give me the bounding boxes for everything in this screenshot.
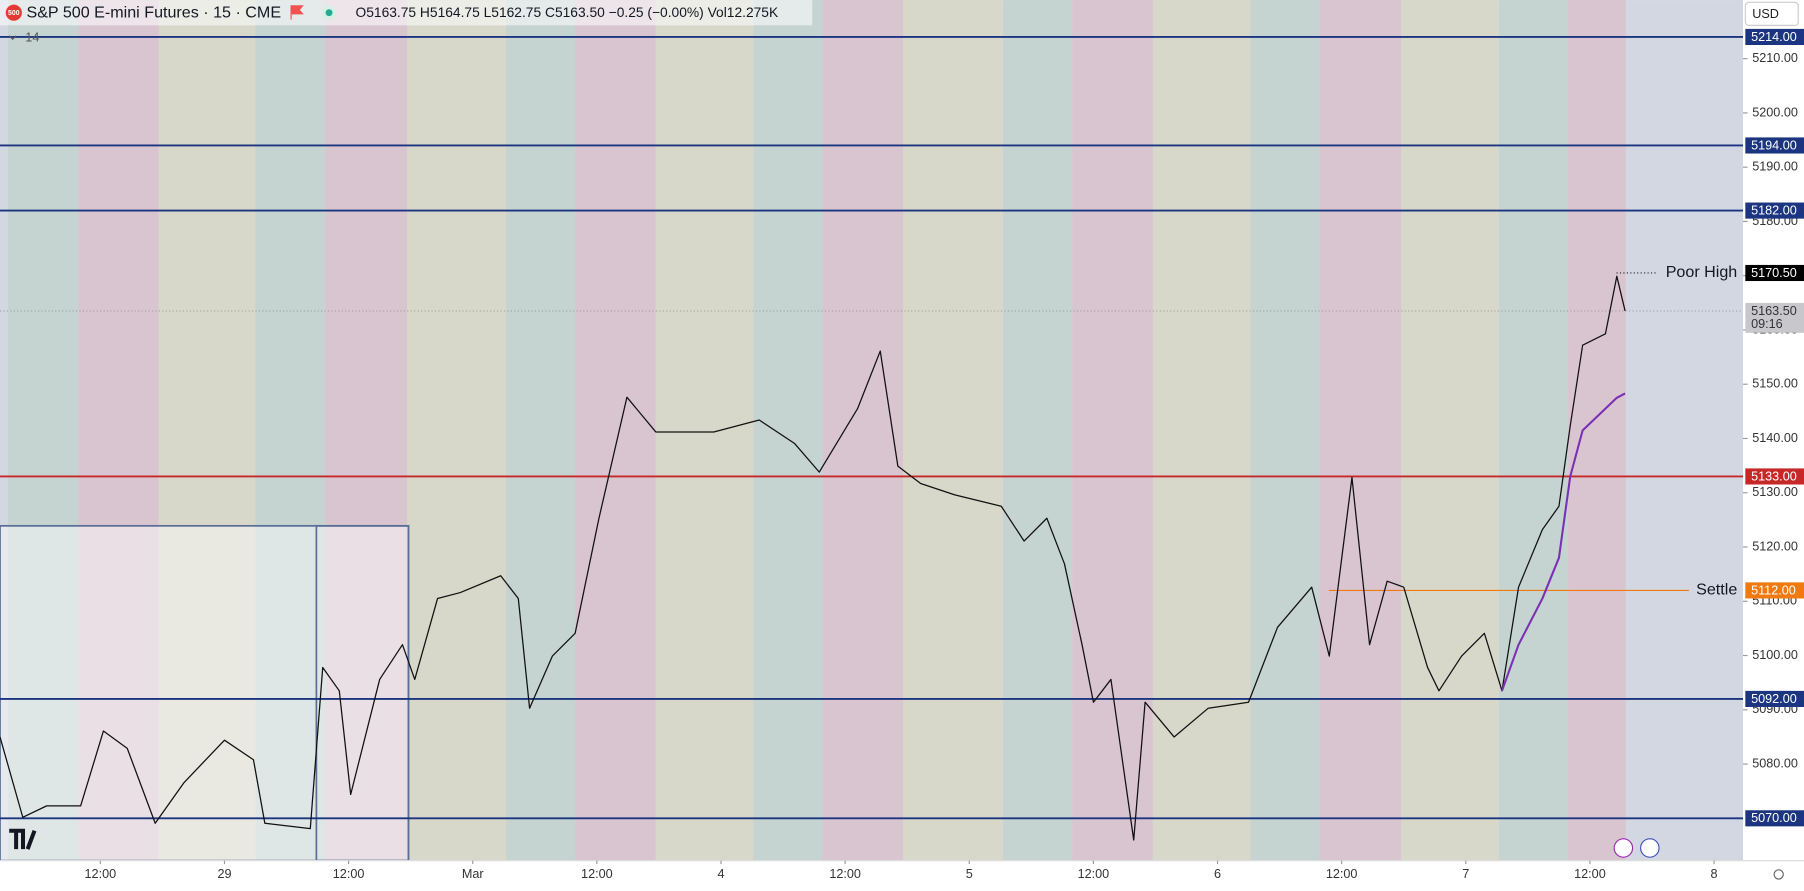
band <box>407 0 507 861</box>
band <box>655 0 754 861</box>
x-tick-label: 12:00 <box>1574 867 1606 881</box>
x-tick-label: 12:00 <box>829 867 861 881</box>
band <box>1319 0 1402 861</box>
band <box>1401 0 1500 861</box>
last-price-label: 5163.50 <box>1751 304 1797 318</box>
level-label: 5194.00 <box>1751 138 1797 152</box>
flag-icon[interactable] <box>290 5 304 20</box>
y-tick-label: 5080.00 <box>1752 756 1798 770</box>
x-tick-label: 29 <box>217 867 231 881</box>
settle-note: Settle <box>1696 581 1737 599</box>
band <box>1568 0 1626 861</box>
y-tick-label: 5140.00 <box>1752 431 1798 445</box>
x-tick-label: 12:00 <box>333 867 365 881</box>
level-label: 5133.00 <box>1751 469 1797 483</box>
poor-high-label: 5170.50 <box>1751 266 1797 280</box>
symbol-title[interactable]: S&P 500 E-mini Futures · 15 · CME <box>26 4 281 22</box>
level-box <box>1745 810 1804 827</box>
y-tick-label: 5100.00 <box>1752 648 1798 662</box>
band <box>822 0 904 861</box>
x-tick-label: 12:00 <box>1078 867 1110 881</box>
band <box>255 0 326 861</box>
last-price-box <box>1745 302 1804 333</box>
band <box>1003 0 1073 861</box>
band <box>8 0 79 861</box>
indicator-length[interactable]: 14 <box>25 30 39 44</box>
band <box>753 0 823 861</box>
band <box>158 0 256 861</box>
settings-icon[interactable] <box>1773 869 1784 880</box>
settle-box <box>1745 582 1804 599</box>
y-tick-label: 5210.00 <box>1752 51 1798 65</box>
settle-label: 5112.00 <box>1751 583 1796 597</box>
status-dot <box>325 9 333 17</box>
band <box>78 0 159 861</box>
y-tick-label: 5150.00 <box>1752 377 1798 391</box>
event-icon[interactable] <box>1640 838 1660 858</box>
level-label: 5214.00 <box>1751 30 1797 44</box>
band <box>575 0 656 861</box>
currency-button[interactable] <box>1744 1 1799 26</box>
x-tick-label: 6 <box>1214 867 1221 881</box>
price-line <box>0 275 1626 841</box>
level-label: 5070.00 <box>1751 811 1797 825</box>
axes: 5080.005090.005100.005110.005120.005130.… <box>85 28 1804 881</box>
event-icon[interactable] <box>1613 838 1634 858</box>
price-line <box>1501 392 1626 692</box>
level-box <box>1745 690 1804 707</box>
y-tick-label: 5190.00 <box>1752 160 1798 174</box>
logo[interactable] <box>9 828 37 850</box>
x-tick-label: 12:00 <box>85 867 117 881</box>
y-tick-label: 5130.00 <box>1752 485 1798 499</box>
countdown: 09:16 <box>1751 317 1783 331</box>
level-box <box>1745 202 1804 219</box>
level-box <box>1745 28 1804 46</box>
chevron[interactable] <box>8 35 17 40</box>
time-axis <box>0 860 1804 886</box>
x-tick-label: 12:00 <box>1326 867 1358 881</box>
x-tick-label: 5 <box>966 867 973 881</box>
level-box <box>1745 137 1804 154</box>
band <box>1072 0 1153 861</box>
y-tick-label: 5120.00 <box>1752 539 1798 553</box>
header-bg <box>0 0 813 26</box>
level-box <box>1745 468 1804 485</box>
x-tick-label: 7 <box>1462 867 1469 881</box>
ohlc: O5163.75 H5164.75 L5162.75 C5163.50 −0.2… <box>356 5 779 20</box>
symbol-icon-text: 500 <box>8 10 20 17</box>
level-label: 5092.00 <box>1751 692 1797 706</box>
x-tick-label: Mar <box>462 867 484 881</box>
band <box>903 0 1004 861</box>
x-tick-label: 4 <box>717 867 724 881</box>
band <box>1152 0 1251 861</box>
poor-high-note: Poor High <box>1666 263 1738 281</box>
poor-high-box <box>1745 264 1804 282</box>
x-tick-label: 8 <box>1711 867 1718 881</box>
currency[interactable]: USD <box>1752 7 1779 21</box>
level-label: 5182.00 <box>1751 204 1797 218</box>
band <box>506 0 576 861</box>
x-tick-label: 12:00 <box>581 867 613 881</box>
band <box>1499 0 1569 861</box>
plot <box>0 36 1744 841</box>
session-bands <box>0 0 1744 861</box>
band <box>325 0 408 861</box>
band <box>1250 0 1320 861</box>
y-tick-label: 5200.00 <box>1752 105 1798 119</box>
range-box <box>0 524 410 862</box>
symbol-icon <box>5 4 22 21</box>
